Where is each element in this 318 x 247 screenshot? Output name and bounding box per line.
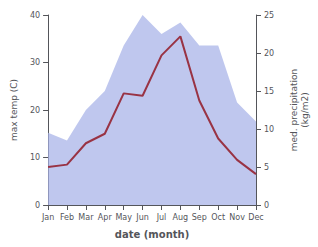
svg-text:Oct: Oct <box>211 213 225 222</box>
svg-text:25: 25 <box>264 11 274 20</box>
svg-text:(kg/m2): (kg/m2) <box>300 92 310 127</box>
svg-text:date (month): date (month) <box>115 229 189 240</box>
svg-text:Feb: Feb <box>60 213 74 222</box>
svg-text:Aug: Aug <box>173 213 189 222</box>
svg-text:Dec: Dec <box>248 213 263 222</box>
svg-text:10: 10 <box>264 125 274 134</box>
svg-text:Jan: Jan <box>41 213 54 222</box>
svg-text:30: 30 <box>30 58 40 67</box>
svg-text:0: 0 <box>264 201 269 210</box>
svg-text:5: 5 <box>264 163 269 172</box>
svg-text:15: 15 <box>264 87 274 96</box>
svg-text:0: 0 <box>35 201 40 210</box>
svg-text:Jun: Jun <box>135 213 149 222</box>
svg-text:Jul: Jul <box>156 213 167 222</box>
svg-text:20: 20 <box>264 49 274 58</box>
svg-text:10: 10 <box>30 153 40 162</box>
svg-text:20: 20 <box>30 106 40 115</box>
svg-text:Nov: Nov <box>229 213 245 222</box>
svg-text:May: May <box>115 213 132 222</box>
svg-text:Sep: Sep <box>192 213 207 222</box>
svg-text:Apr: Apr <box>98 213 113 222</box>
svg-text:max temp (C): max temp (C) <box>9 79 19 141</box>
svg-text:med. precipitation: med. precipitation <box>289 69 299 151</box>
svg-text:Mar: Mar <box>78 213 94 222</box>
svg-text:40: 40 <box>30 11 40 20</box>
